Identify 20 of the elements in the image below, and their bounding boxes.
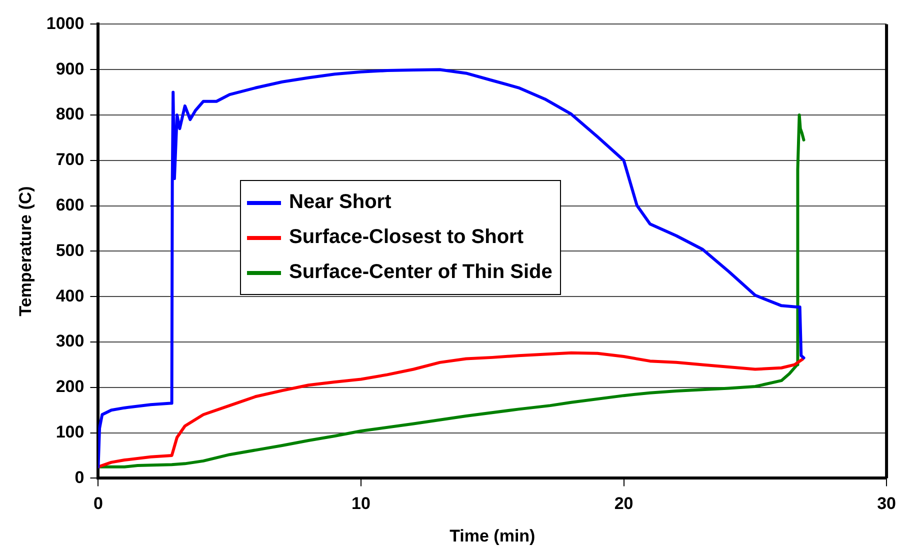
x-tick-label: 20 [614, 494, 634, 514]
y-tick-label: 200 [56, 377, 84, 396]
legend-label: Surface-Closest to Short [289, 226, 524, 249]
x-tick-label: 10 [352, 494, 370, 514]
y-tick-label: 300 [56, 332, 84, 351]
y-tick-label: 1000 [46, 14, 84, 33]
x-axis-title: Time (min) [450, 526, 536, 546]
y-tick-label: 600 [56, 195, 84, 214]
y-tick-label: 900 [56, 59, 84, 78]
y-tick-label: 100 [56, 422, 84, 442]
y-tick-label: 0 [74, 468, 84, 487]
y-axis-title: Temperature (C) [16, 186, 35, 316]
legend-label: Near Short [289, 191, 392, 214]
y-tick-label: 800 [56, 104, 84, 124]
y-tick-label: 500 [56, 240, 84, 260]
y-tick-label: 400 [56, 286, 84, 306]
y-tick-label: 700 [56, 150, 84, 170]
legend-label: Surface-Center of Thin Side [289, 261, 552, 284]
x-tick-label: 30 [877, 494, 896, 514]
x-tick-label: 0 [93, 494, 103, 514]
